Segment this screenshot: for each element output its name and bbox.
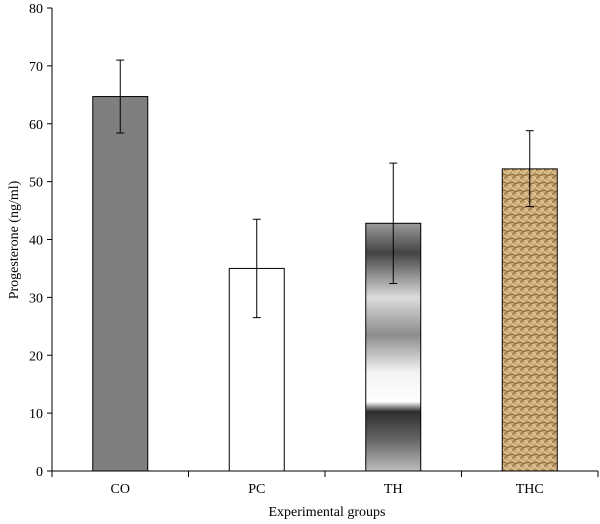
error-bars-layer	[116, 59, 534, 319]
y-tick-label: 20	[29, 349, 43, 364]
y-tick-label: 60	[29, 118, 43, 133]
y-tick-label: 0	[36, 465, 43, 480]
bars-layer	[92, 96, 558, 472]
bar-co	[92, 96, 149, 472]
y-tick-label: 80	[29, 2, 43, 17]
x-tick-label: THC	[516, 482, 544, 497]
y-tick-label: 40	[29, 234, 43, 249]
y-tick-label: 30	[29, 291, 43, 306]
tick-labels-layer: CO PC TH THC 0 10 20 30 40 50 60 70 80	[29, 2, 544, 497]
x-tick-label: CO	[111, 482, 130, 497]
x-tick-label: TH	[384, 482, 403, 497]
error-bar-co	[116, 59, 125, 134]
x-tick-label: PC	[248, 482, 265, 497]
bar-thc	[501, 168, 558, 472]
error-bar-pc	[252, 218, 261, 319]
x-axis-title: Experimental groups	[268, 505, 385, 520]
y-tick-label: 50	[29, 176, 43, 191]
y-tick-label: 10	[29, 407, 43, 422]
error-bar-th	[389, 162, 398, 284]
y-tick-label: 70	[29, 60, 43, 75]
error-bar-thc	[525, 130, 534, 208]
y-axis-title: Progesterone (ng/ml)	[7, 180, 22, 299]
axes-layer	[47, 7, 599, 477]
